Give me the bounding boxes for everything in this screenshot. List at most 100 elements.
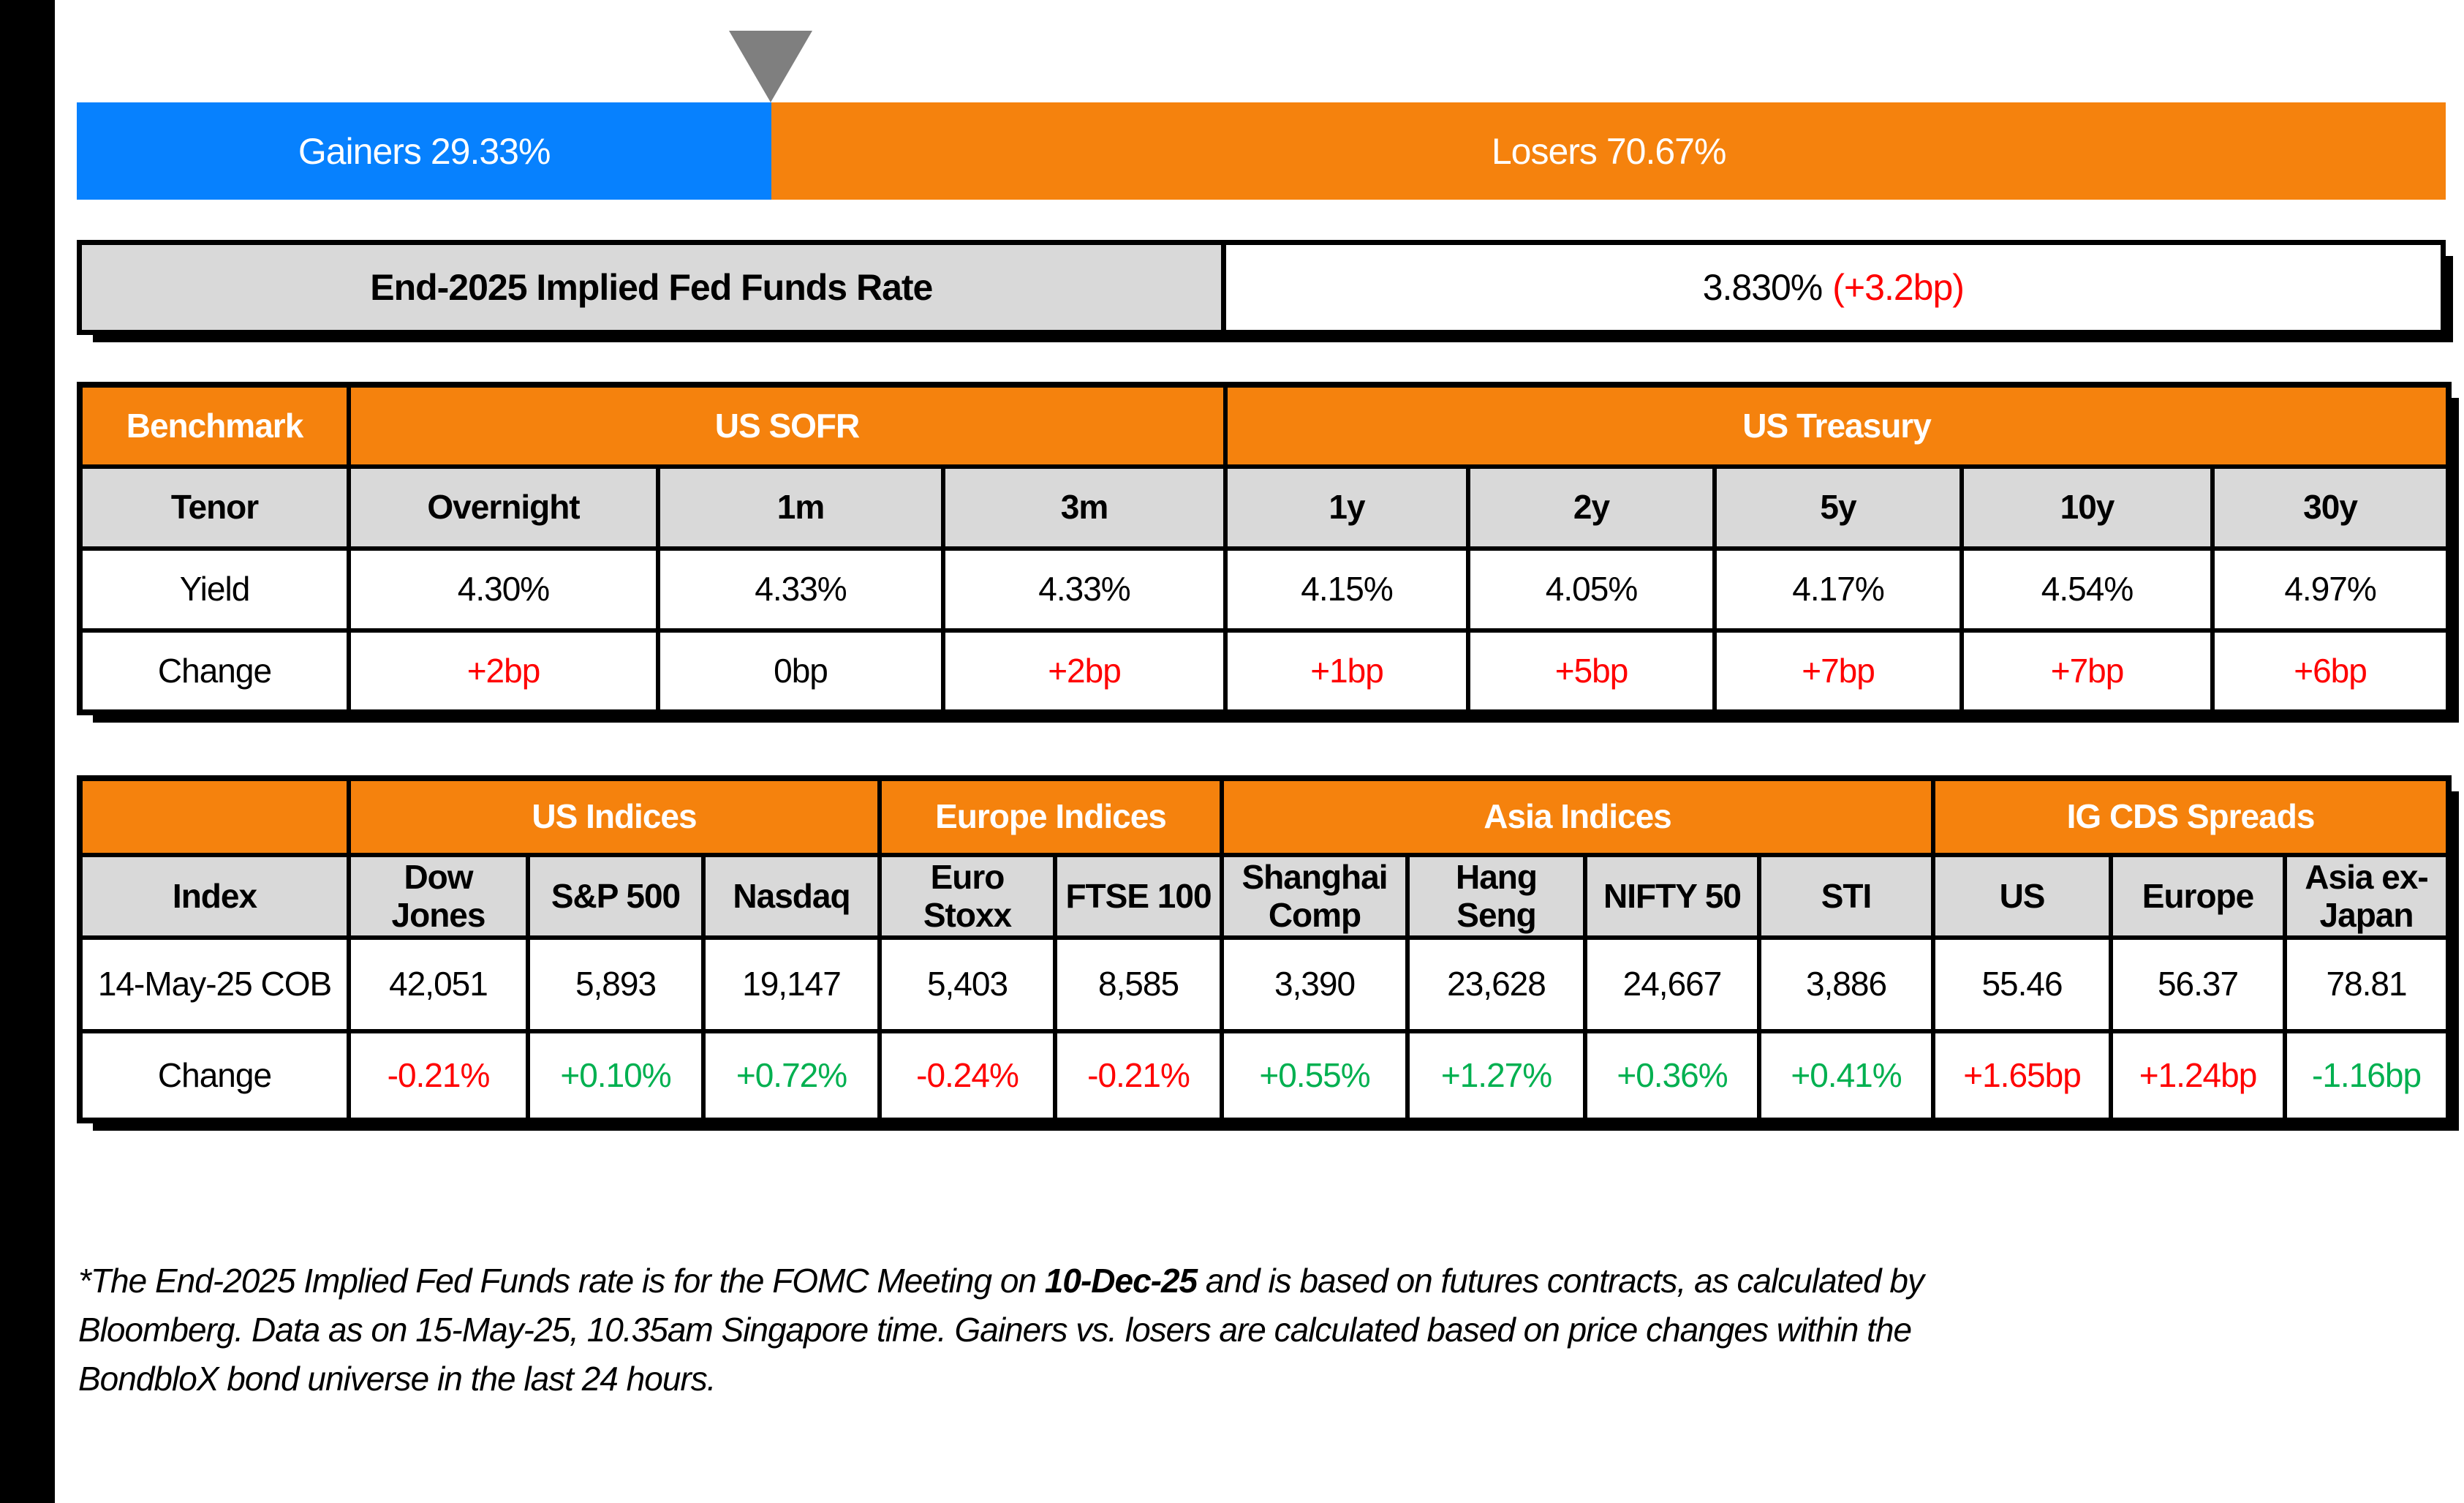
benchmark-change-row: Change +2bp 0bp +2bp +1bp +5bp +7bp +7bp… [78,628,2452,715]
col-shanghai-comp: Shanghai Comp [1220,852,1410,941]
change-1y: +1bp [1223,628,1471,715]
tenor-overnight: Overnight [347,464,660,551]
losers-segment: Losers 70.67% [771,102,2446,200]
change-cds-asia-ex-japan: -1.16bp [2283,1029,2452,1123]
indices-table: US Indices Europe Indices Asia Indices I… [77,775,2452,1124]
footnote-fomc-date: 10-Dec-25 [1044,1262,1198,1300]
benchmark-corner-cell: Benchmark [78,383,351,469]
yield-1y: 4.15% [1223,546,1471,633]
value-sp500: 5,893 [526,935,706,1034]
change-sti: +0.41% [1756,1029,1936,1123]
col-cds-europe: Europe [2109,852,2288,941]
yield-label: Yield [78,546,351,633]
tenor-5y: 5y [1712,464,1965,551]
fed-funds-strip: End-2025 Implied Fed Funds Rate 3.830% (… [77,240,2446,335]
benchmark-change-label: Change [78,628,351,715]
tenor-30y: 30y [2210,464,2452,551]
group-header-asia-indices: Asia Indices [1219,776,1936,857]
close-date-label: 14-May-25 COB [78,935,351,1034]
yield-overnight: 4.30% [347,546,660,633]
group-header-ig-cds: IG CDS Spreads [1931,776,2452,857]
yield-3m: 4.33% [940,546,1228,633]
footnote-line1-start: *The End-2025 Implied Fed Funds rate is … [78,1262,1045,1300]
change-3m: +2bp [940,628,1228,715]
col-dow-jones: Dow Jones [347,852,530,941]
tenor-header-row: Tenor Overnight 1m 3m 1y 2y 5y 10y 30y [78,464,2452,551]
value-shanghai-comp: 3,390 [1220,935,1410,1034]
group-header-us-sofr: US SOFR [346,383,1228,469]
tenor-label: Tenor [78,464,351,551]
fed-funds-rate: 3.830% [1702,267,1824,308]
yield-2y: 4.05% [1466,546,1717,633]
change-ftse100: -0.21% [1053,1029,1224,1123]
gainers-losers-bar: Gainers 29.33% Losers 70.67% [77,102,2446,200]
yield-30y: 4.97% [2210,546,2452,633]
value-euro-stoxx: 5,403 [877,935,1057,1034]
col-hang-seng: Hang Seng [1405,852,1587,941]
indices-change-label: Change [78,1029,351,1123]
change-overnight: +2bp [347,628,660,715]
group-header-us-treasury: US Treasury [1223,383,2452,469]
yield-1m: 4.33% [656,546,945,633]
change-shanghai-comp: +0.55% [1220,1029,1410,1123]
indices-corner-cell [78,776,351,857]
fed-funds-value-cell: 3.830% (+3.2bp) [1226,245,2441,330]
yield-10y: 4.54% [1960,546,2215,633]
change-5y: +7bp [1712,628,1965,715]
indices-group-row: US Indices Europe Indices Asia Indices I… [78,776,2452,857]
footnote-line3: BondbloX bond universe in the last 24 ho… [78,1360,717,1398]
change-cds-europe: +1.24bp [2109,1029,2288,1123]
tenor-10y: 10y [1960,464,2215,551]
losers-label: Losers 70.67% [1491,130,1727,172]
col-euro-stoxx: Euro Stoxx [877,852,1057,941]
change-hang-seng: +1.27% [1405,1029,1587,1123]
fed-funds-change: (+3.2bp) [1832,267,1965,308]
value-nifty50: 24,667 [1583,935,1761,1034]
footnote-line1-end: and is based on futures contracts, as ca… [1197,1262,1924,1300]
value-cds-asia-ex-japan: 78.81 [2283,935,2452,1034]
change-nasdaq: +0.72% [701,1029,882,1123]
col-ftse100: FTSE 100 [1053,852,1224,941]
tenor-2y: 2y [1466,464,1717,551]
value-hang-seng: 23,628 [1405,935,1587,1034]
value-dow-jones: 42,051 [347,935,530,1034]
col-sp500: S&P 500 [526,852,706,941]
gainers-losers-pointer-triangle-icon [729,31,812,102]
index-label: Index [78,852,351,941]
close-values-row: 14-May-25 COB 42,051 5,893 19,147 5,403 … [78,935,2452,1034]
group-header-us-indices: US Indices [347,776,882,857]
col-nasdaq: Nasdaq [701,852,882,941]
footnote: *The End-2025 Implied Fed Funds rate is … [78,1257,2447,1404]
tenor-3m: 3m [940,464,1228,551]
benchmark-table: Benchmark US SOFR US Treasury Tenor Over… [77,382,2452,715]
change-1m: 0bp [656,628,945,715]
value-ftse100: 8,585 [1053,935,1224,1034]
change-cds-us: +1.65bp [1931,1029,2114,1123]
col-nifty50: NIFTY 50 [1583,852,1761,941]
index-header-row: Index Dow Jones S&P 500 Nasdaq Euro Stox… [78,852,2452,941]
group-header-europe-indices: Europe Indices [877,776,1224,857]
change-euro-stoxx: -0.24% [877,1029,1057,1123]
change-dow-jones: -0.21% [347,1029,530,1123]
gainers-label: Gainers 29.33% [298,130,551,172]
change-nifty50: +0.36% [1583,1029,1761,1123]
yield-row: Yield 4.30% 4.33% 4.33% 4.15% 4.05% 4.17… [78,546,2452,633]
tenor-1m: 1m [656,464,945,551]
change-2y: +5bp [1466,628,1717,715]
col-sti: STI [1756,852,1936,941]
footnote-line2: Bloomberg. Data as on 15-May-25, 10.35am… [78,1311,1912,1349]
change-10y: +7bp [1960,628,2215,715]
col-cds-us: US [1931,852,2114,941]
indices-change-row: Change -0.21% +0.10% +0.72% -0.24% -0.21… [78,1029,2452,1123]
col-cds-asia-ex-japan: Asia ex-Japan [2283,852,2452,941]
value-cds-europe: 56.37 [2109,935,2288,1034]
gainers-segment: Gainers 29.33% [77,102,772,200]
fed-funds-label: End-2025 Implied Fed Funds Rate [82,245,1226,330]
change-30y: +6bp [2210,628,2452,715]
benchmark-group-row: Benchmark US SOFR US Treasury [78,383,2452,469]
value-cds-us: 55.46 [1931,935,2114,1034]
left-black-bar [0,0,55,1503]
change-sp500: +0.10% [526,1029,706,1123]
value-nasdaq: 19,147 [701,935,882,1034]
